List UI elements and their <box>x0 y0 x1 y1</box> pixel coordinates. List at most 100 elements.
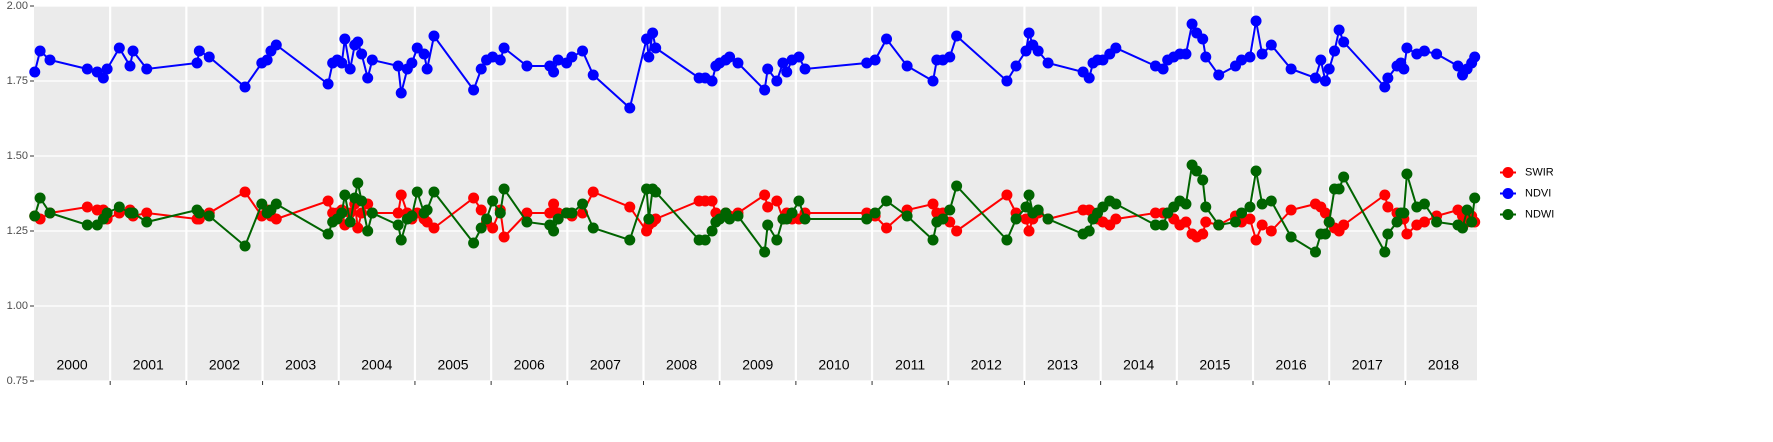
point <box>1180 216 1192 228</box>
point <box>1379 189 1391 201</box>
point <box>141 63 153 75</box>
point <box>937 213 949 225</box>
point <box>362 72 374 84</box>
point <box>624 234 636 246</box>
year-label: 2003 <box>285 357 316 373</box>
point <box>650 186 662 198</box>
point <box>793 51 805 63</box>
point <box>1083 225 1095 237</box>
point <box>34 192 46 204</box>
point <box>418 48 430 60</box>
point <box>239 81 251 93</box>
point <box>1401 42 1413 54</box>
point <box>1401 228 1413 240</box>
point <box>1319 75 1331 87</box>
point <box>1042 57 1054 69</box>
point <box>1379 81 1391 93</box>
point <box>1333 183 1345 195</box>
year-label: 2018 <box>1428 357 1459 373</box>
point <box>927 234 939 246</box>
point <box>1309 72 1321 84</box>
point <box>81 219 93 231</box>
point <box>624 201 636 213</box>
point <box>1265 225 1277 237</box>
year-label: 2016 <box>1276 357 1307 373</box>
point <box>1319 228 1331 240</box>
year-label: 2001 <box>133 357 164 373</box>
point <box>771 75 783 87</box>
point <box>239 240 251 252</box>
year-label: 2007 <box>590 357 621 373</box>
point <box>1285 231 1297 243</box>
point <box>1200 216 1212 228</box>
point <box>544 207 556 219</box>
point <box>1197 174 1209 186</box>
point <box>29 210 41 222</box>
year-label: 2014 <box>1123 357 1154 373</box>
point <box>1333 24 1345 36</box>
point <box>1329 45 1341 57</box>
point <box>34 45 46 57</box>
point <box>270 213 282 225</box>
point <box>647 27 659 39</box>
point <box>193 45 205 57</box>
year-label: 2011 <box>895 357 925 373</box>
point <box>352 177 364 189</box>
legend-marker <box>1502 167 1514 178</box>
point <box>706 75 718 87</box>
year-label: 2004 <box>361 357 392 373</box>
point <box>1157 63 1169 75</box>
point <box>1244 213 1256 225</box>
point <box>494 54 506 66</box>
point <box>113 42 125 54</box>
point <box>366 207 378 219</box>
point <box>577 45 589 57</box>
point <box>1285 204 1297 216</box>
point <box>141 216 153 228</box>
point <box>475 222 487 234</box>
point <box>421 204 433 216</box>
point <box>1023 27 1035 39</box>
point <box>1180 48 1192 60</box>
point <box>587 186 599 198</box>
point <box>481 213 493 225</box>
point <box>322 228 334 240</box>
point <box>724 213 736 225</box>
point <box>395 189 407 201</box>
point <box>1083 72 1095 84</box>
point <box>468 192 480 204</box>
point <box>552 54 564 66</box>
point <box>127 45 139 57</box>
year-label: 2017 <box>1352 357 1383 373</box>
point <box>1186 18 1198 30</box>
point <box>191 57 203 69</box>
point <box>339 33 351 45</box>
point <box>487 195 499 207</box>
point <box>1398 63 1410 75</box>
year-label: 2010 <box>818 357 849 373</box>
point <box>1319 207 1331 219</box>
point <box>587 69 599 81</box>
point <box>944 51 956 63</box>
point <box>1110 42 1122 54</box>
point <box>944 204 956 216</box>
point <box>1398 207 1410 219</box>
point <box>1001 189 1013 201</box>
point <box>339 189 351 201</box>
point <box>336 207 348 219</box>
year-label: 2006 <box>514 357 545 373</box>
point <box>762 63 774 75</box>
point <box>927 198 939 210</box>
point <box>1382 228 1394 240</box>
point <box>1010 60 1022 72</box>
point <box>475 63 487 75</box>
point <box>101 63 113 75</box>
point <box>1418 198 1430 210</box>
point <box>1256 48 1268 60</box>
point <box>759 189 771 201</box>
point <box>203 210 215 222</box>
point <box>392 60 404 72</box>
point <box>732 57 744 69</box>
point <box>1149 219 1161 231</box>
